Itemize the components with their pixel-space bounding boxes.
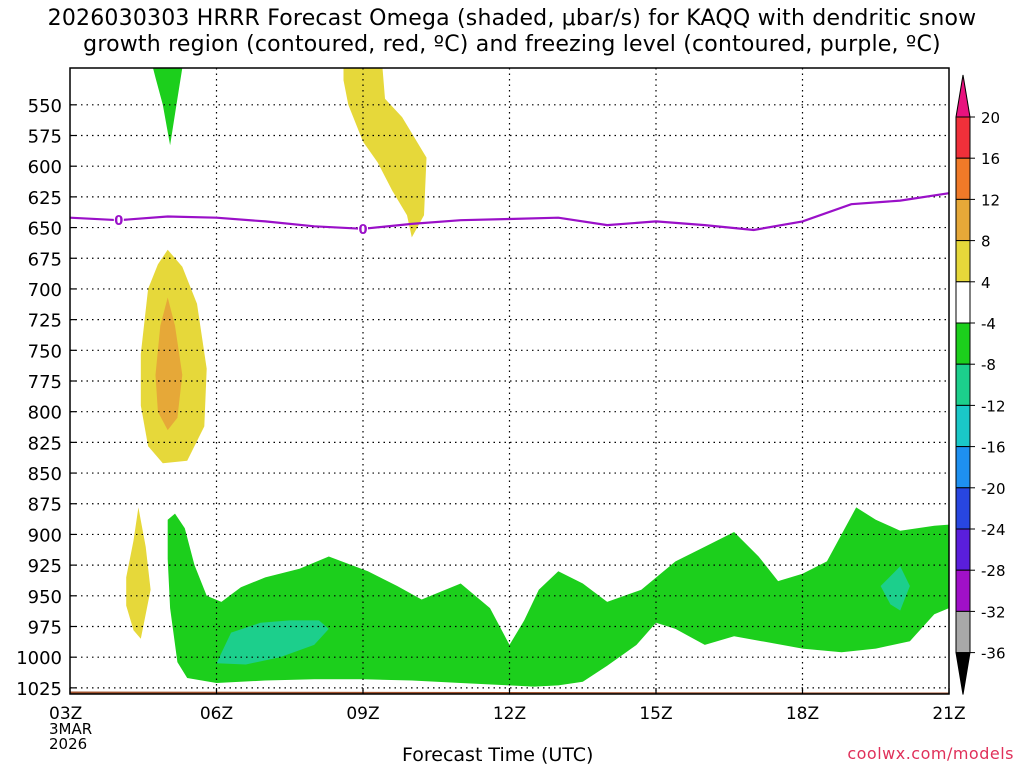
y-tick-label: 550 [28,96,62,117]
colorbar-band [955,240,971,283]
x-start-date-label: 2026 [49,735,87,753]
axes-layer: 550 575 600 625 650 675 700 725 750 775 800 825 850 8… [16,67,966,753]
x-tick-label: 15Z [639,704,672,724]
chart-title: 2026030303 HRRR Forecast Omega (shaded, … [0,6,1024,58]
omega-region-upward-motion-core-east [880,566,910,611]
x-tick-label: 09Z [346,704,379,724]
freezing-level-layer: 00 [69,192,950,238]
colorbar-band [955,446,971,489]
colorbar-label: -32 [981,603,1006,621]
x-start-date-label: 3MAR [49,720,92,738]
colorbar-label: -28 [981,562,1006,580]
x-tick-label: 06Z [200,704,233,724]
y-tick-label: 850 [28,464,62,485]
x-tick-label: 03Z [49,704,82,724]
colorbar-band [955,363,971,406]
y-tick-label: 1000 [16,648,62,669]
freezing-level-line [69,192,950,232]
chart-title-line-2: growth region (contoured, red, ºC) and f… [83,32,941,57]
y-tick-label: 950 [28,587,62,608]
colorbar-band [955,610,971,654]
colorbar-band [955,198,971,242]
y-tick-label: 625 [28,188,62,209]
omega-region-downward-motion-near-surface [126,507,151,639]
y-tick-label: 875 [28,495,62,516]
colorbar-label: 16 [981,150,1000,168]
colorbar-label: 20 [981,109,1000,127]
colorbar-label: -36 [981,645,1006,663]
colorbar-band [955,281,971,324]
chart-title-line-1: 2026030303 HRRR Forecast Omega (shaded, … [47,6,977,31]
grid-layer [70,68,949,694]
x-tick-label: 12Z [493,704,526,724]
colorbar-band [955,116,971,159]
colorbar-top-arrow [955,74,971,118]
x-axis-title: Forecast Time (UTC) [402,744,594,766]
y-tick-label: 975 [28,617,62,638]
colorbar-bottom-arrow [955,652,971,695]
omega-shading-layer [126,68,949,687]
y-tick-label: 575 [28,127,62,148]
source-watermark: coolwx.com/models [847,744,1014,763]
omega-region-downward-motion-mid-core [155,297,183,431]
y-tick-label: 650 [28,219,62,240]
colorbar-label: 12 [981,191,1000,209]
omega-region-downward-motion-upper [343,68,427,238]
colorbar-band [955,487,971,530]
freezing-level-label: 0 [114,214,123,229]
colorbar-label: -4 [981,315,996,333]
colorbar-label: -20 [981,480,1006,498]
omega-region-upward-motion-upper [153,68,183,146]
omega-region-upward-motion-low-levels [167,507,949,687]
y-tick-label: 675 [28,249,62,270]
y-tick-label: 725 [28,311,62,332]
colorbar: 20 16 12 8 4 -4 -8 -12 -16 -20 -24 -28 -32 -36 [955,74,1006,695]
y-tick-label: 925 [28,556,62,577]
colorbar-label: -24 [981,521,1006,539]
y-tick-label: 800 [28,403,62,424]
y-tick-label: 750 [28,341,62,362]
y-tick-label: 900 [28,525,62,546]
colorbar-band [955,528,971,571]
colorbar-band [955,322,971,365]
freezing-label-bg [113,212,124,229]
x-tick-label: 21Z [932,704,965,724]
colorbar-label: 8 [981,233,991,251]
freezing-level-label: 0 [358,223,367,238]
colorbar-band [955,569,971,612]
y-tick-label: 775 [28,372,62,393]
colorbar-label: -12 [981,397,1006,415]
x-tick-label: 18Z [786,704,819,724]
colorbar-band [955,157,971,200]
colorbar-label: -8 [981,356,996,374]
y-tick-label: 825 [28,433,62,454]
y-tick-label: 1025 [16,679,62,700]
colorbar-band [955,404,971,448]
colorbar-label: 4 [981,274,991,292]
freezing-label-bg [358,220,368,237]
y-tick-label: 700 [28,280,62,301]
y-tick-label: 600 [28,157,62,178]
colorbar-label: -16 [981,439,1006,457]
omega-region-upward-motion-core-low [216,620,329,665]
